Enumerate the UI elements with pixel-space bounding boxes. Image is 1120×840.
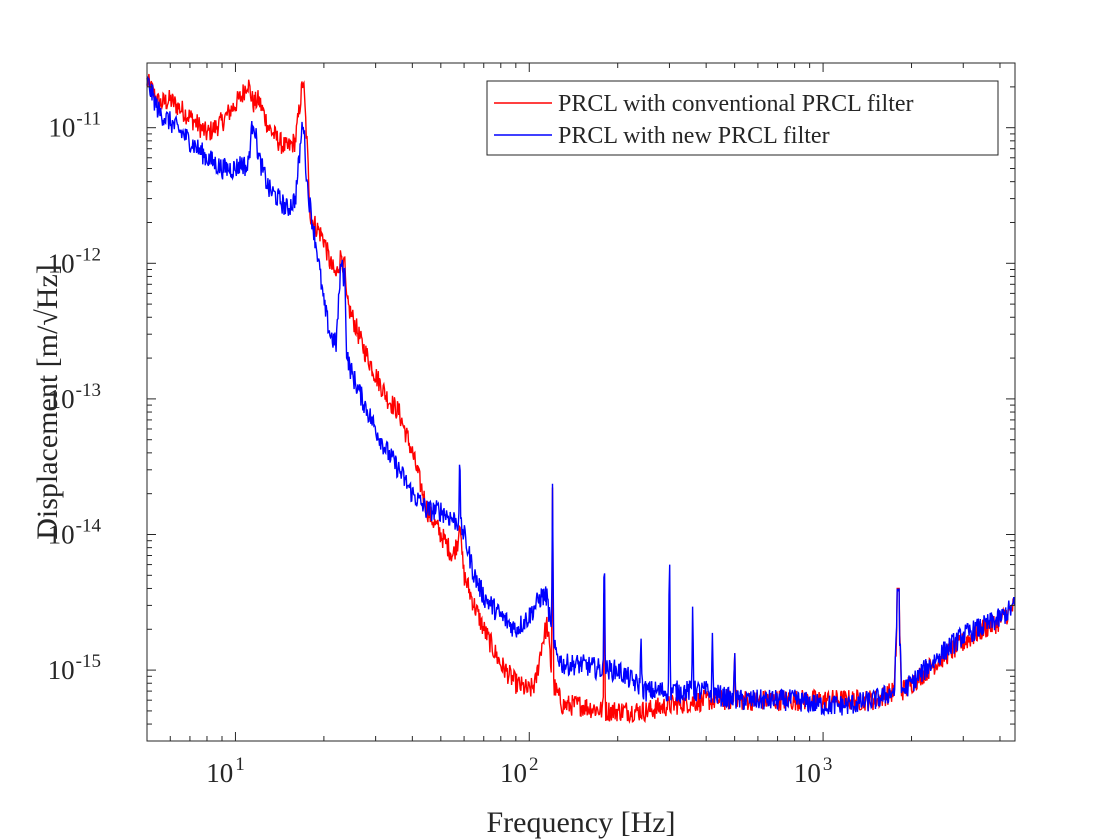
y-tick-exponent: -13 [76, 380, 101, 401]
x-tick-exponent: 1 [235, 754, 245, 775]
x-tick-label: 10 1 [206, 754, 245, 788]
legend-box [486, 80, 999, 156]
x-tick-label: 10 3 [794, 754, 833, 788]
plot-background [147, 63, 1015, 741]
x-axis-label: Frequency [Hz] [486, 806, 675, 839]
legend: PRCL with conventional PRCL filter PRCL w… [486, 80, 999, 156]
y-tick-label: 10-11 [48, 109, 101, 143]
x-tick-exponent: 2 [529, 754, 539, 775]
series-layer [146, 73, 1016, 724]
y-tick-exponent: -14 [76, 515, 102, 536]
y-tick-exponent: -12 [76, 244, 101, 265]
legend-label: PRCL with new PRCL filter [558, 123, 830, 149]
legend-label: PRCL with conventional PRCL filter [558, 91, 914, 117]
x-tick-label: 10 2 [500, 754, 539, 788]
plot-frame [146, 62, 1016, 742]
y-axis-label: Displacement [m/√Hz] [31, 264, 64, 540]
series-line-new-filter [146, 76, 1016, 717]
y-tick-label: 10-15 [48, 651, 101, 685]
series-line-conventional-filter [146, 73, 1016, 724]
y-tick-label: 10-13 [48, 380, 101, 414]
y-tick-exponent: -15 [76, 651, 101, 672]
x-tick-exponent: 3 [823, 754, 833, 775]
y-tick-exponent: -11 [76, 109, 101, 130]
